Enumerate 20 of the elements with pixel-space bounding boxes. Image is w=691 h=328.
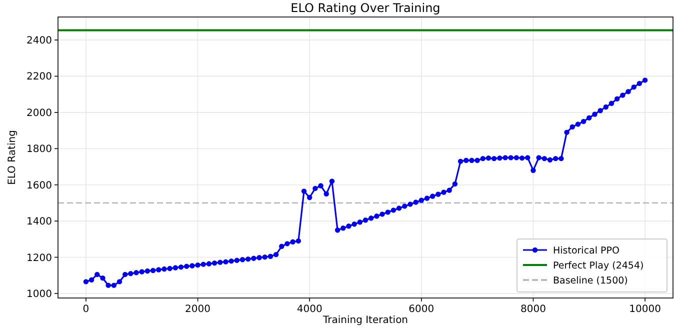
y-axis-title: ELO Rating <box>7 130 18 185</box>
y-tick-label: 2200 <box>26 72 52 83</box>
x-tick-label: 8000 <box>520 304 546 315</box>
y-tick-label: 1400 <box>26 216 52 228</box>
y-tick-label: 1600 <box>26 180 52 192</box>
y-tick-label: 1800 <box>26 144 52 156</box>
legend-label: Baseline (1500) <box>553 276 628 286</box>
x-tick-label: 6000 <box>408 304 434 315</box>
legend-label: Historical PPO <box>553 246 620 256</box>
y-tick-label: 2400 <box>26 35 52 46</box>
legend-label: Perfect Play (2454) <box>553 260 644 272</box>
x-tick-label: 2000 <box>185 304 210 315</box>
x-axis-title: Training Iteration <box>322 315 408 326</box>
x-tick-label: 4000 <box>296 304 322 315</box>
chart-title: ELO Rating Over Training <box>290 1 440 15</box>
x-tick-label: 10000 <box>629 304 661 315</box>
x-tick-label: 0 <box>82 304 90 315</box>
y-tick-label: 2000 <box>26 108 52 119</box>
y-tick-label: 1200 <box>26 252 52 264</box>
y-tick-label: 1000 <box>26 288 52 300</box>
